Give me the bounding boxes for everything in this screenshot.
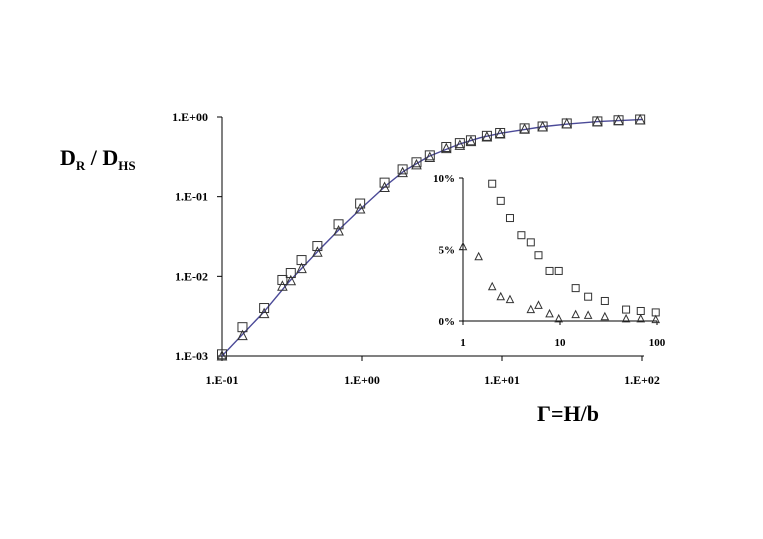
inset-triangle-point — [545, 308, 554, 318]
y-tick-label: 1.E+00 — [172, 110, 208, 124]
y-axis-label: DR / DHS — [60, 145, 136, 173]
inset-x-tick-label: 10 — [555, 337, 567, 349]
x-tick-label: 1.E+02 — [624, 373, 660, 387]
y-tick-label: 1.E-03 — [175, 349, 208, 363]
square-point — [441, 142, 452, 153]
x-tick-label: 1.E+00 — [344, 373, 380, 387]
triangle-point — [258, 307, 270, 319]
square-point — [355, 198, 366, 209]
inset-triangle-point — [526, 304, 536, 314]
triangle-point — [454, 139, 466, 150]
triangle-point — [519, 123, 530, 134]
triangle-point — [424, 151, 436, 162]
inset-square-point — [526, 238, 535, 247]
inset-square-point — [545, 266, 554, 275]
inset-square-point — [496, 196, 505, 205]
inset-triangle-point — [487, 281, 497, 291]
square-point — [312, 241, 323, 252]
inset-square-point — [571, 284, 580, 293]
square-point — [285, 268, 296, 279]
triangle-point — [354, 202, 366, 214]
inset-triangle-point — [554, 313, 564, 323]
triangle-point — [379, 181, 390, 193]
triangle-point — [397, 166, 408, 178]
triangle-point — [481, 131, 493, 142]
inset-x-tick-label: 100 — [649, 337, 666, 349]
triangle-point — [285, 274, 297, 286]
triangle-point — [440, 142, 452, 154]
y-tick-label: 1.E-01 — [175, 190, 208, 204]
triangle-point — [634, 113, 646, 125]
triangle-point — [312, 246, 323, 257]
square-point — [411, 157, 422, 168]
x-axis-label: Γ=H/b — [537, 401, 599, 426]
triangle-point — [333, 225, 344, 236]
triangle-point — [277, 280, 288, 291]
inset-square-point — [488, 179, 497, 188]
inset-triangle-point — [651, 314, 661, 324]
triangle-point — [613, 114, 624, 126]
inset-square-point — [505, 214, 514, 223]
square-point — [379, 177, 390, 188]
inset-square-point — [584, 292, 593, 301]
inset-triangle-point — [583, 310, 593, 319]
inset-x-tick-label: 1 — [460, 337, 466, 349]
square-point — [333, 219, 344, 230]
inset-square-point — [622, 305, 631, 314]
inset-square-point — [554, 266, 563, 275]
inset-triangle-point — [571, 309, 580, 319]
triangle-point — [561, 117, 573, 129]
triangle-point — [537, 120, 548, 132]
triangle-point — [494, 128, 506, 139]
square-point — [259, 303, 270, 314]
inset-y-tick-label: 5% — [439, 245, 456, 257]
y-tick-label: 1.E-02 — [175, 269, 208, 283]
triangle-point — [296, 262, 307, 274]
square-point — [397, 164, 408, 175]
triangle-point — [411, 158, 422, 170]
x-tick-label: 1.E-01 — [206, 373, 239, 387]
inset-square-point — [636, 306, 645, 315]
inset-triangle-point — [636, 313, 646, 323]
square-point — [454, 138, 465, 149]
inset-plot: 1 10 100 0% 5% 10% — [433, 173, 666, 349]
square-point — [424, 150, 435, 161]
inset-triangle-point — [621, 313, 631, 323]
inset-square-point — [600, 296, 609, 305]
triangle-point — [465, 135, 477, 147]
inset-square-point — [517, 231, 526, 240]
square-point — [277, 274, 288, 285]
fit-line — [221, 118, 643, 357]
inset-triangle-point — [458, 241, 468, 251]
x-tick-label: 1.E+01 — [484, 373, 520, 387]
triangle-point — [216, 349, 228, 361]
triangle-point — [237, 329, 248, 341]
triangle-point — [592, 115, 603, 127]
inset-triangle-point — [474, 251, 483, 261]
inset-triangle-point — [496, 291, 506, 301]
inset-y-tick-label: 0% — [439, 316, 456, 328]
inset-y-tick-label: 10% — [433, 173, 455, 185]
main-plot: 1.E-01 1.E+00 1.E+01 1.E+02 1.E-03 1.E-02 1.E-… — [60, 110, 660, 426]
square-point — [217, 349, 227, 360]
inset-triangle-point — [600, 311, 610, 321]
inset-triangle-point — [505, 294, 515, 304]
inset-triangle-point — [534, 300, 543, 309]
inset-square-point — [534, 251, 543, 260]
